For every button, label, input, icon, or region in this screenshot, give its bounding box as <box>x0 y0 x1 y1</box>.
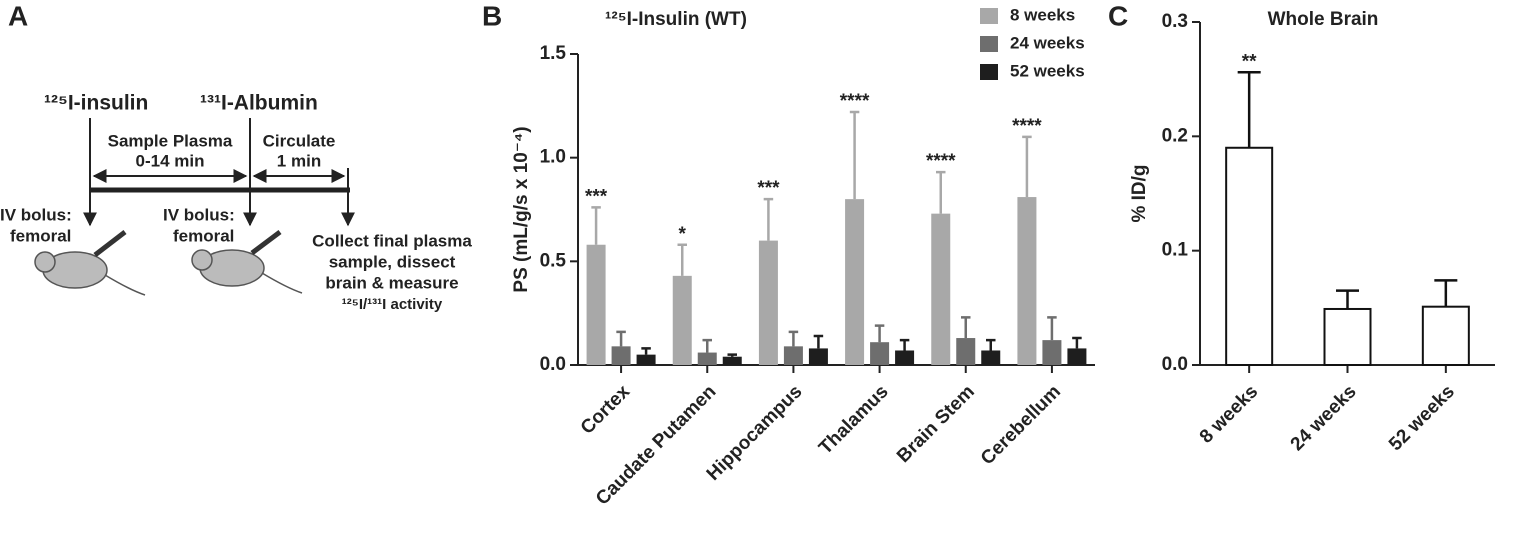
diagram <box>34 118 355 296</box>
y-tick-label: 0.5 <box>540 250 567 271</box>
x-tick-label: Thalamus <box>815 381 893 459</box>
bar <box>870 342 890 365</box>
step-label: femoral <box>10 226 71 245</box>
error-bar <box>874 324 885 343</box>
bar <box>758 240 778 365</box>
panel-label: A <box>8 0 28 31</box>
bar <box>586 244 606 365</box>
error-bar <box>1072 336 1082 349</box>
legend-label: 24 weeks <box>1010 33 1085 52</box>
bar <box>981 350 1001 365</box>
y-tick-label: 0.0 <box>540 354 566 375</box>
bar <box>636 354 656 365</box>
y-tick-label: 0.2 <box>1162 125 1188 146</box>
x-tick-label: 52 weeks <box>1385 381 1459 455</box>
significance-label: **** <box>926 151 956 172</box>
error-bar <box>1434 279 1458 307</box>
x-tick-label: Brain Stem <box>893 381 979 467</box>
bar <box>1067 348 1087 365</box>
step-label: IV bolus: <box>163 205 235 224</box>
legend-swatch <box>980 36 998 52</box>
y-axis-label: PS (mL/g/s x 10⁻⁴) <box>511 126 532 292</box>
error-bar <box>677 243 687 276</box>
bar <box>722 356 742 365</box>
x-tick-label: 24 weeks <box>1287 381 1361 455</box>
bar <box>783 346 803 365</box>
error-bar <box>763 197 774 241</box>
x-tick-label: Cortex <box>577 381 635 439</box>
bar <box>697 352 717 365</box>
bar <box>845 199 865 365</box>
error-bar <box>986 338 996 351</box>
error-bar <box>727 353 737 357</box>
error-bar <box>702 338 712 353</box>
error-bar <box>961 316 971 339</box>
phase-label: 0-14 min <box>136 151 205 170</box>
step-label: brain & measure <box>325 273 458 292</box>
significance-label: **** <box>1012 116 1042 137</box>
step-label: sample, dissect <box>329 252 456 271</box>
phase-label: Sample Plasma <box>108 131 233 150</box>
y-tick-label: 0.1 <box>1162 240 1189 261</box>
bar <box>808 348 828 365</box>
significance-label: *** <box>585 186 608 207</box>
legend-label: 8 weeks <box>1010 5 1075 24</box>
legend-swatch <box>980 64 998 80</box>
error-bar <box>813 334 824 349</box>
tracer-label: ¹³¹I-Albumin <box>200 92 318 115</box>
bar <box>1323 307 1372 366</box>
bar <box>672 275 692 365</box>
step-label: IV bolus: <box>0 205 72 224</box>
error-bar <box>616 330 626 347</box>
bar <box>611 346 631 365</box>
step-label: Collect final plasma <box>312 231 472 250</box>
error-bar <box>591 206 601 245</box>
phase-label: Circulate <box>263 131 336 150</box>
y-tick-label: 1.0 <box>540 147 566 168</box>
error-bar <box>936 170 946 214</box>
bar <box>895 350 915 365</box>
error-bar <box>1022 135 1032 198</box>
x-tick-label: Cerebellum <box>977 381 1065 469</box>
error-bar <box>1336 289 1359 309</box>
legend-label: 52 weeks <box>1010 61 1085 80</box>
y-tick-label: 0.3 <box>1162 11 1188 32</box>
mouse-icon <box>191 230 303 294</box>
chart-title: Whole Brain <box>1268 9 1379 30</box>
error-bar <box>1237 71 1261 148</box>
panel-label: C <box>1108 0 1128 31</box>
phase-label: 1 min <box>277 151 321 170</box>
bar <box>1225 146 1274 366</box>
step-label: femoral <box>173 226 234 245</box>
error-bar <box>788 330 799 347</box>
bar <box>1421 305 1470 367</box>
legend-swatch <box>980 8 998 24</box>
y-axis-label: % ID/g <box>1129 164 1150 222</box>
error-bar <box>899 338 910 351</box>
bar <box>931 213 951 365</box>
panel-label: B <box>482 0 502 31</box>
bar <box>1017 197 1037 365</box>
significance-label: ** <box>1242 51 1257 72</box>
y-tick-label: 0.0 <box>1162 354 1188 375</box>
y-tick-label: 1.5 <box>540 43 567 64</box>
step-label: ¹²⁵I/¹³¹I activity <box>342 296 443 313</box>
chart-title: ¹²⁵I-Insulin (WT) <box>605 9 747 30</box>
tracer-label: ¹²⁵I-insulin <box>44 92 148 115</box>
error-bar <box>641 347 651 355</box>
error-bar <box>849 110 860 200</box>
mouse-icon <box>34 230 146 296</box>
significance-label: *** <box>757 178 780 199</box>
significance-label: **** <box>840 91 870 112</box>
significance-label: * <box>679 224 687 245</box>
bar <box>956 338 976 365</box>
error-bar <box>1047 316 1057 341</box>
bar <box>1042 340 1062 365</box>
x-tick-label: 8 weeks <box>1196 381 1262 447</box>
